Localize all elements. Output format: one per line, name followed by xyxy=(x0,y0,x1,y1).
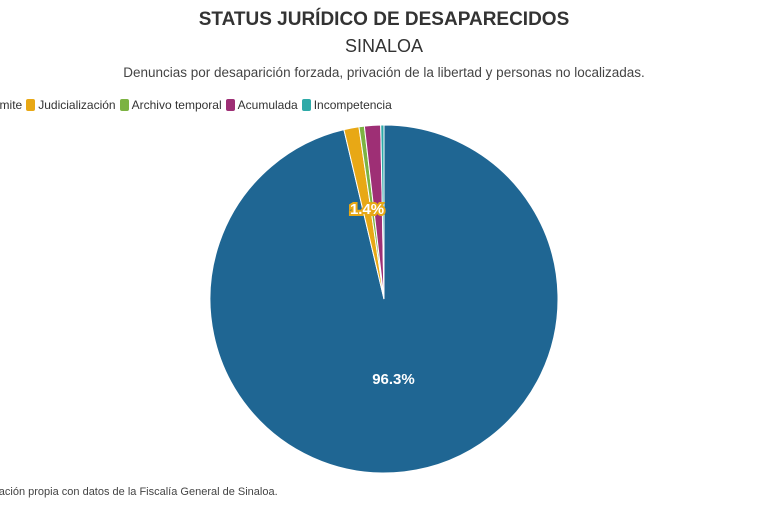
legend-swatch xyxy=(225,99,235,111)
legend-item-judicializacion[interactable]: Judicialización xyxy=(26,98,116,112)
legend-item-incompetencia[interactable]: Incompetencia xyxy=(301,98,392,112)
chart-description: Denuncias por desaparición forzada, priv… xyxy=(123,65,645,80)
legend-swatch xyxy=(26,99,36,111)
legend-label: Acumulada xyxy=(237,98,298,112)
legend-swatch xyxy=(119,99,129,111)
legend-label: Archivo temporal xyxy=(131,98,222,112)
pie-slice-4[interactable] xyxy=(380,124,385,300)
legend-label: Incompetencia xyxy=(313,98,392,112)
legend-swatch xyxy=(301,99,311,111)
legend-item-acumulada[interactable]: Acumulada xyxy=(225,98,298,112)
legend-label: Judicialización xyxy=(38,98,116,112)
chart-subtitle: SINALOA xyxy=(344,36,424,56)
chart-title: STATUS JURÍDICO DE DESAPARECIDOS xyxy=(198,9,570,30)
legend-item-tramite[interactable]: Trámite xyxy=(0,98,22,112)
legend-item-archivo-temporal[interactable]: Archivo temporal xyxy=(119,98,222,112)
legend-label: Trámite xyxy=(0,98,23,112)
chart-legend: Trámite Judicialización Archivo temporal… xyxy=(0,97,396,113)
source-note: Elaboración propia con datos de la Fisca… xyxy=(0,486,278,498)
pie-label-1: 1.4% xyxy=(350,201,384,218)
pie-label-0: 96.3% xyxy=(372,371,415,388)
